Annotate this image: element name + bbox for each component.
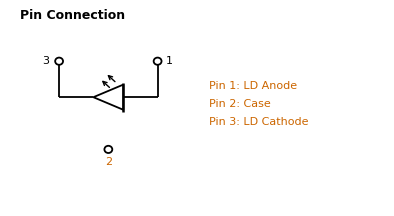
Text: Pin 1: LD Anode: Pin 1: LD Anode (209, 81, 297, 91)
Text: Pin 2: Case: Pin 2: Case (209, 99, 271, 109)
Text: 2: 2 (105, 157, 112, 167)
Text: 3: 3 (42, 56, 49, 66)
Text: Pin Connection: Pin Connection (20, 9, 125, 22)
Text: 1: 1 (166, 56, 173, 66)
Text: Pin 3: LD Cathode: Pin 3: LD Cathode (209, 118, 309, 127)
